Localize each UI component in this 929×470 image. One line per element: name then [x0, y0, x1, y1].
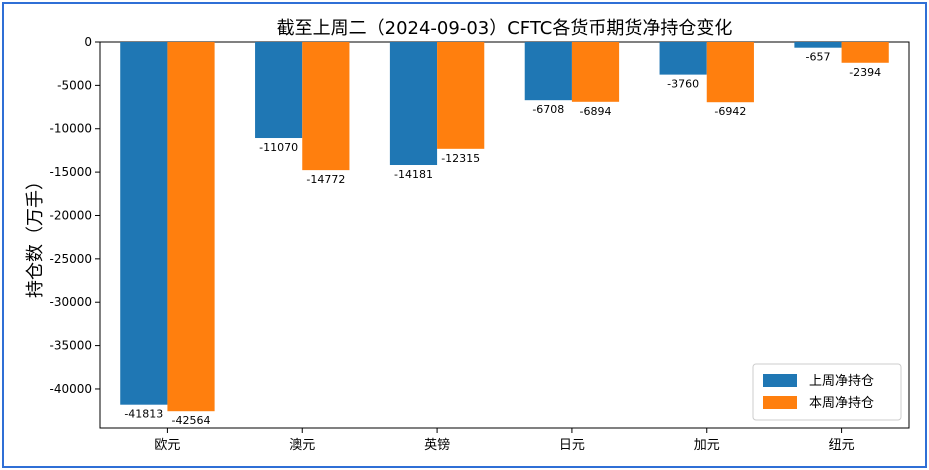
- y-tick-label: -25000: [49, 252, 92, 266]
- y-tick-label: -10000: [49, 122, 92, 136]
- legend-label: 上周净持仓: [809, 374, 874, 389]
- bar-value-label: -12315: [441, 152, 480, 165]
- bar-this-week: [302, 42, 350, 171]
- bar-last-week: [794, 42, 842, 48]
- x-tick-label: 日元: [559, 438, 585, 453]
- legend-swatch: [763, 374, 797, 387]
- x-tick-label: 欧元: [154, 438, 180, 453]
- bar-value-label: -6942: [714, 105, 746, 118]
- bar-this-week: [841, 42, 889, 63]
- y-axis-label: 持仓数（万手）: [25, 172, 46, 298]
- legend-swatch: [763, 396, 797, 409]
- y-tick-label: -30000: [49, 295, 92, 309]
- bar-value-label: -11070: [259, 141, 298, 154]
- bar-value-label: -6708: [532, 103, 564, 116]
- bar-last-week: [659, 42, 707, 75]
- x-tick-label: 纽元: [829, 438, 855, 453]
- y-tick-label: -15000: [49, 165, 92, 179]
- bar-last-week: [120, 42, 168, 405]
- bar-value-label: -657: [806, 51, 831, 64]
- chart-title: 截至上周二（2024-09-03）CFTC各货币期货净持仓变化: [277, 18, 733, 39]
- x-axis-ticks: 欧元 澳元 英镑 日元 加元 纽元: [154, 428, 855, 453]
- y-tick-label: -40000: [49, 382, 92, 396]
- x-tick-label: 澳元: [289, 437, 315, 453]
- value-labels: -41813 -42564 -11070 -14772 -14181 -12315 -670…: [124, 51, 881, 428]
- bar-last-week: [524, 42, 572, 101]
- y-tick-label: 0: [84, 35, 92, 49]
- bar-last-week: [389, 42, 438, 166]
- bar-this-week: [706, 42, 754, 103]
- bar-value-label: -14772: [306, 173, 345, 186]
- bar-value-label: -41813: [124, 408, 163, 421]
- bar-value-label: -42564: [172, 414, 211, 427]
- bars: [120, 42, 889, 412]
- y-tick-label: -35000: [49, 339, 92, 353]
- plot-area: [99, 41, 910, 429]
- x-tick-label: 英镑: [424, 437, 450, 453]
- x-tick-label: 加元: [694, 438, 720, 453]
- bar-chart: 截至上周二（2024-09-03）CFTC各货币期货净持仓变化 持仓数（万手） …: [25, 18, 910, 453]
- y-tick-label: -20000: [49, 208, 92, 222]
- y-tick-label: -5000: [57, 78, 92, 92]
- bar-last-week: [255, 42, 303, 139]
- bar-value-label: -3760: [667, 78, 699, 91]
- legend-label: 本周净持仓: [809, 396, 874, 411]
- bar-value-label: -2394: [849, 66, 881, 79]
- bar-this-week: [437, 42, 485, 149]
- bar-value-label: -6894: [580, 105, 612, 118]
- bar-this-week: [571, 42, 620, 102]
- bar-value-label: -14181: [394, 168, 433, 181]
- y-axis-ticks: 0 -5000 -10000 -15000 -20000 -25000 -30000 -350…: [49, 35, 100, 396]
- bar-this-week: [167, 42, 215, 412]
- legend-box: [752, 363, 902, 421]
